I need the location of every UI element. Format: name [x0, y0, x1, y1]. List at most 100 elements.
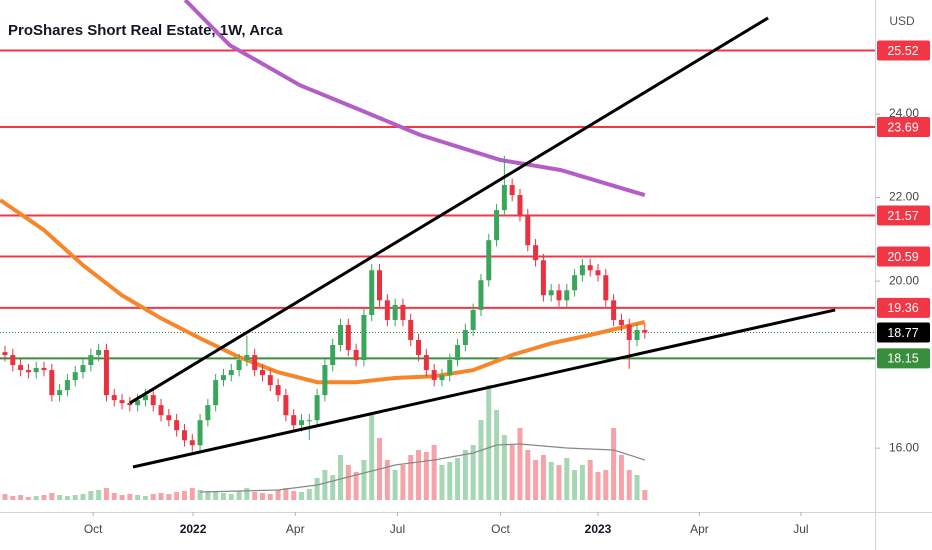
- volume-bar: [18, 495, 24, 500]
- price-tag: [877, 297, 930, 318]
- candle-body: [119, 400, 125, 404]
- candle-body: [611, 300, 617, 320]
- candle-body: [345, 324, 351, 351]
- volume-bar: [135, 495, 141, 500]
- volume-bar: [49, 493, 55, 500]
- y-tick-label: 16.00: [889, 440, 919, 454]
- volume-bar: [57, 495, 63, 500]
- candle-body: [25, 370, 31, 373]
- price-tag: [877, 322, 930, 343]
- x-tick-label: 2023: [585, 522, 612, 536]
- volume-bar: [197, 490, 203, 500]
- volume-bar: [220, 493, 226, 500]
- candle-body: [392, 304, 398, 320]
- volume-bar: [244, 488, 250, 500]
- candle-body: [548, 290, 554, 296]
- volume-bar: [275, 490, 281, 500]
- volume-bar: [338, 455, 344, 500]
- candle-body: [96, 350, 102, 356]
- x-tick-label: 2022: [180, 522, 207, 536]
- volume-bar: [517, 428, 523, 500]
- volume-bar: [228, 494, 234, 500]
- trend-line: [132, 308, 836, 469]
- price-tag-label: 23.69: [887, 120, 918, 134]
- volume-bar: [205, 491, 211, 500]
- candle-body: [462, 329, 468, 346]
- candle-body: [431, 370, 437, 381]
- volume-bar: [603, 470, 609, 500]
- candle-body: [540, 260, 546, 296]
- candle-body: [626, 324, 632, 340]
- candle-body: [275, 385, 281, 396]
- volume-bar: [72, 495, 78, 500]
- volume-bar: [88, 491, 94, 500]
- candle-body: [572, 275, 578, 291]
- chart-title: ProShares Short Real Estate, 1W, Arca: [8, 22, 283, 39]
- volume-bar: [595, 472, 601, 500]
- price-tag: [877, 246, 930, 267]
- volume-bar: [80, 494, 86, 500]
- volume-bar: [572, 470, 578, 500]
- volume-bar: [142, 496, 148, 500]
- candle-body: [478, 280, 484, 310]
- candle-body: [486, 240, 492, 281]
- candle-body: [41, 367, 47, 371]
- candle-body: [189, 440, 195, 446]
- candle-body: [127, 403, 133, 406]
- volume-bar: [119, 495, 125, 500]
- candle-body: [470, 309, 476, 330]
- plot-area: [0, 0, 875, 500]
- candle-body: [509, 185, 515, 196]
- candle-body: [166, 415, 172, 421]
- volume-bar: [400, 465, 406, 500]
- price-tag: [877, 116, 930, 137]
- volume-bar: [384, 460, 390, 500]
- candle-body: [564, 290, 570, 301]
- volume-bar: [431, 445, 437, 500]
- candle-body: [10, 355, 16, 366]
- volume-bar: [556, 465, 562, 500]
- candle-body: [228, 370, 234, 376]
- volume-bar: [283, 488, 289, 500]
- volume-bar: [579, 465, 585, 500]
- volume-bar: [587, 460, 593, 500]
- price-tag: [877, 348, 930, 369]
- currency-label: USD: [889, 14, 915, 28]
- volume-bar: [626, 470, 632, 500]
- volume-bar: [236, 491, 242, 500]
- volume-bar: [408, 455, 414, 500]
- x-tick-label: Oct: [84, 522, 103, 536]
- volume-bar: [330, 475, 336, 500]
- candle-body: [533, 245, 539, 261]
- candle-body: [439, 375, 445, 381]
- x-tick-label: Jul: [793, 522, 808, 536]
- candle-body: [267, 375, 273, 386]
- candle-body: [353, 350, 359, 361]
- volume-bar: [462, 450, 468, 500]
- volume-bar: [174, 492, 180, 500]
- candle-body: [174, 420, 180, 431]
- volume-bar: [322, 470, 328, 500]
- volume-bar: [259, 493, 265, 500]
- volume-bar: [353, 472, 359, 500]
- candle-body: [416, 340, 422, 356]
- volume-bar: [314, 478, 320, 500]
- candle-body: [595, 270, 601, 276]
- price-tag-label: 21.57: [887, 209, 918, 223]
- candle-body: [322, 365, 328, 396]
- price-tag: [877, 205, 930, 226]
- volume-bar: [158, 493, 164, 500]
- x-tick-label: Oct: [491, 522, 510, 536]
- x-tick-label: Jul: [390, 522, 405, 536]
- candle-body: [455, 345, 461, 361]
- volume-bar: [166, 494, 172, 500]
- candle-body: [400, 304, 406, 320]
- candle-body: [135, 400, 141, 406]
- volume-bar: [509, 445, 515, 500]
- candle-body: [494, 210, 500, 241]
- volume-bar: [642, 490, 648, 500]
- candle-body: [103, 350, 109, 396]
- volume-bar: [611, 428, 617, 500]
- volume-bar: [213, 492, 219, 500]
